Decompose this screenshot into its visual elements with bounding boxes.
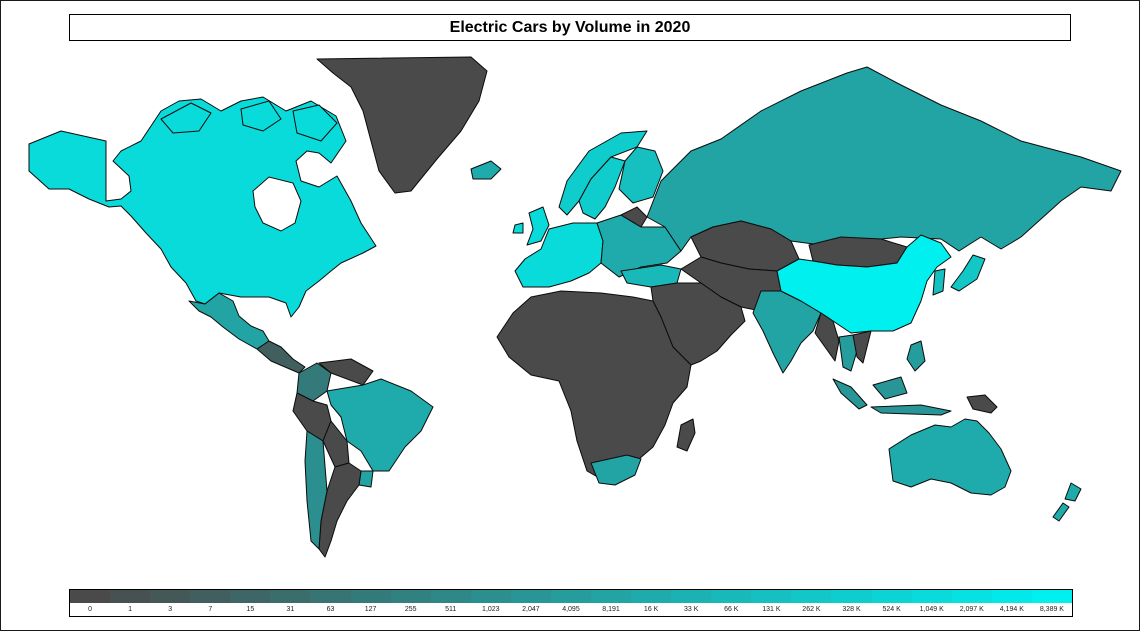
legend-label: 16 K: [643, 606, 659, 613]
region-bolivia: [322, 420, 350, 468]
region-north-america: [160, 102, 212, 134]
legend-labels: 0 1 3 7 15 31 63 127 255 511 1,023 2,047 4,095 8,191 1…: [70, 604, 1072, 616]
region-north-america: [28, 96, 377, 318]
region-iceland: [470, 160, 502, 180]
region-western-europe: [512, 222, 524, 234]
legend-label: 255: [404, 606, 417, 613]
legend-swatch: [70, 590, 111, 603]
region-indonesia: [832, 378, 868, 410]
legend-swatch: [711, 590, 752, 603]
region-north-america: [240, 100, 282, 132]
legend-label: 33 K: [684, 606, 699, 613]
legend-label: 7: [208, 606, 213, 613]
legend-swatch: [951, 590, 992, 603]
legend-label: 15: [246, 606, 255, 613]
legend-swatch: [911, 590, 952, 603]
legend-swatch: [110, 590, 151, 603]
title-box: Electric Cars by Volume in 2020: [69, 14, 1071, 41]
legend-swatch: [631, 590, 672, 603]
region-new-zealand: [1064, 482, 1082, 502]
legend-label: 8,389 K: [1039, 606, 1064, 613]
region-madagascar: [676, 418, 696, 452]
legend-label: 328 K: [842, 606, 861, 613]
legend-swatch: [190, 590, 231, 603]
region-korea: [932, 268, 946, 296]
region-venezuela: [318, 358, 374, 386]
legend-swatch: [991, 590, 1032, 603]
region-mexico: [188, 292, 270, 350]
region-thailand: [838, 334, 858, 372]
legend-swatch: [791, 590, 832, 603]
region-russia: [646, 66, 1122, 252]
region-australia: [888, 418, 1012, 496]
legend-swatch: [150, 590, 191, 603]
region-africa: [496, 290, 692, 480]
legend-swatch: [591, 590, 632, 603]
region-myanmar: [814, 312, 840, 362]
legend-label: 127: [364, 606, 377, 613]
legend-label: 131 K: [762, 606, 781, 613]
region-brazil: [326, 378, 434, 472]
legend-label: 511: [445, 606, 457, 613]
legend-label: 3: [168, 606, 173, 613]
legend-swatch: [550, 590, 592, 603]
legend-swatch: [751, 590, 792, 603]
region-philippines: [906, 340, 926, 372]
legend-label: 8,191: [602, 606, 620, 613]
region-western-europe: [514, 222, 604, 288]
legend-swatch: [390, 590, 431, 603]
legend-swatch: [871, 590, 912, 603]
legend-label: 0: [88, 606, 92, 613]
legend-swatch: [671, 590, 712, 603]
legend-label: 2,097 K: [959, 606, 984, 613]
region-papua-new-guinea: [966, 394, 998, 414]
legend-label: 2,047: [522, 606, 540, 613]
region-new-zealand: [1052, 502, 1070, 522]
legend-swatch: [270, 590, 311, 603]
legend-swatch: [350, 590, 391, 603]
region-central-america: [256, 340, 306, 374]
color-legend: 0 1 3 7 15 31 63 127 255 511 1,023 2,047 4,095 8,191 1…: [69, 589, 1073, 617]
legend-label: 524 K: [882, 606, 901, 613]
legend-label: 1: [128, 606, 133, 613]
hudson-bay: [252, 176, 302, 232]
region-south-africa: [590, 454, 642, 486]
map-title: Electric Cars by Volume in 2020: [449, 18, 691, 36]
legend-label: 1,023: [482, 606, 500, 613]
region-finland: [618, 146, 664, 204]
legend-swatch: [430, 590, 471, 603]
region-western-europe: [526, 206, 550, 246]
region-sweden: [578, 156, 626, 220]
region-north-america: [292, 104, 338, 142]
region-indonesia: [872, 376, 908, 400]
legend-gradient-bar: [70, 590, 1072, 603]
region-vietnam: [852, 330, 872, 364]
legend-swatch: [230, 590, 271, 603]
legend-label: 66 K: [724, 606, 739, 613]
legend-swatch: [310, 590, 351, 603]
legend-swatch: [831, 590, 872, 603]
legend-swatch: [510, 590, 551, 603]
legend-label: 4,095: [562, 606, 580, 613]
legend-label: 1,049 K: [919, 606, 944, 613]
legend-label: 262 K: [802, 606, 821, 613]
region-indonesia: [870, 404, 952, 416]
legend-label: 63: [326, 606, 335, 613]
region-japan: [950, 254, 986, 292]
legend-label: 31: [286, 606, 295, 613]
region-chile: [304, 430, 328, 550]
legend-swatch: [470, 590, 511, 603]
region-greenland: [316, 56, 488, 194]
legend-swatch: [1031, 590, 1072, 603]
legend-label: 4,194 K: [999, 606, 1024, 613]
